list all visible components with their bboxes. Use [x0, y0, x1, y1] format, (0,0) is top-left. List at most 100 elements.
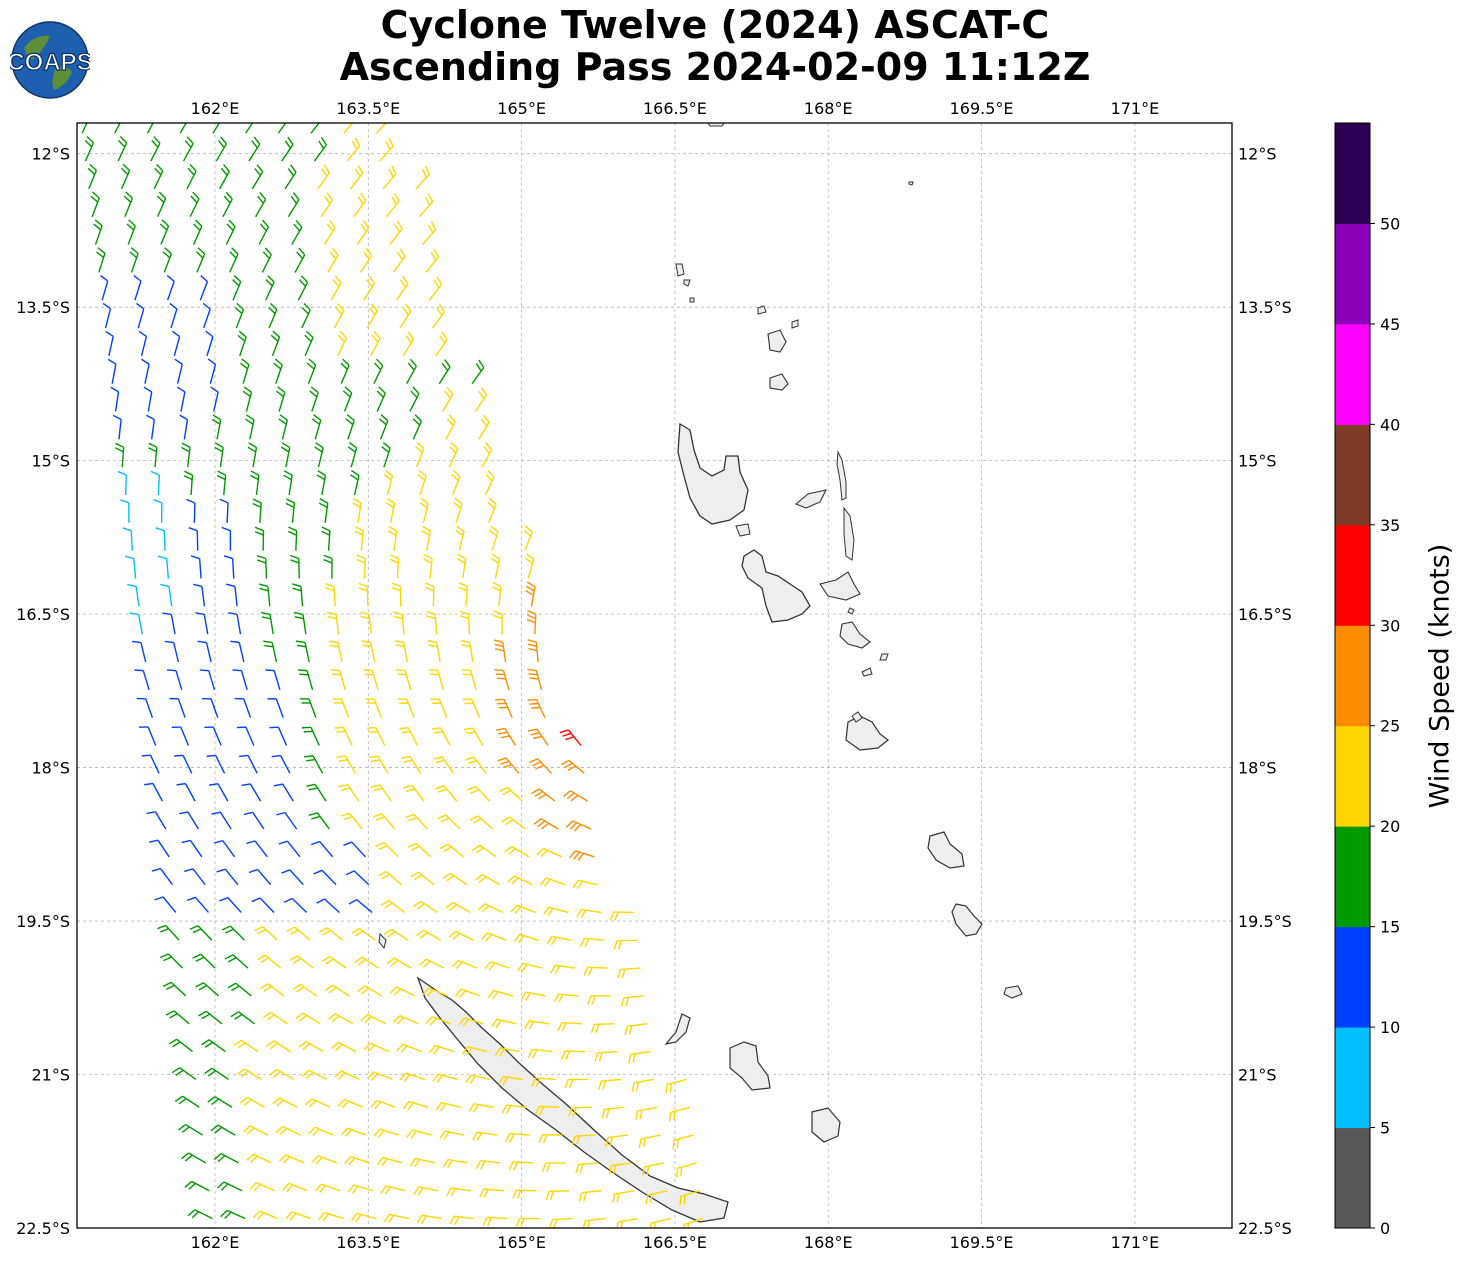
wind-barb — [256, 554, 268, 579]
wind-barb — [360, 1014, 386, 1025]
wind-barb — [416, 1214, 442, 1225]
wind-barb — [81, 123, 88, 134]
wind-barb — [338, 783, 360, 802]
wind-barb — [327, 247, 339, 273]
wind-barb — [154, 896, 177, 913]
wind-barb — [146, 123, 154, 134]
island-espiritu-santo — [677, 422, 749, 525]
colorbar-segment — [1335, 424, 1370, 526]
wind-barb — [213, 1152, 239, 1164]
wind-barb — [515, 1217, 540, 1228]
wind-barb — [211, 414, 222, 440]
wind-barb — [298, 1041, 324, 1053]
lon-tick-label-top: 162°E — [191, 99, 240, 118]
wind-barb — [373, 813, 396, 830]
wind-barb — [305, 1098, 331, 1108]
island-tongoa — [879, 653, 889, 661]
wind-barb — [569, 850, 595, 861]
wind-barb — [150, 136, 161, 162]
wind-barb — [162, 247, 173, 273]
wind-barb — [474, 387, 488, 412]
wind-barb — [292, 983, 318, 997]
wind-barb — [497, 757, 520, 774]
colorbar-segment — [1335, 826, 1370, 928]
wind-barb — [201, 1039, 226, 1053]
wind-barb — [239, 1096, 266, 1108]
wind-barb — [199, 275, 209, 301]
wind-barb — [513, 933, 540, 944]
wind-barb — [375, 123, 387, 134]
wind-barb — [297, 669, 314, 691]
wind-barb — [314, 442, 324, 468]
wind-barb — [465, 1074, 491, 1085]
wind-barb — [461, 669, 477, 691]
island-top-edge — [707, 123, 725, 127]
wind-barb — [345, 870, 370, 886]
wind-barb — [295, 640, 310, 663]
wind-barb — [297, 275, 309, 301]
lat-tick-label-right: 19.5°S — [1238, 912, 1292, 931]
wind-barb — [368, 755, 389, 774]
wind-barb — [171, 726, 190, 746]
wind-barb — [195, 612, 209, 635]
wind-barb — [334, 1070, 360, 1081]
wind-barb — [278, 1154, 305, 1164]
wind-barb — [308, 1126, 334, 1136]
colorbar-tick-label: 20 — [1380, 817, 1400, 836]
wind-barb — [199, 669, 216, 691]
lon-tick-label-bottom: 171°E — [1111, 1233, 1160, 1252]
wind-barb — [178, 1123, 203, 1136]
lat-tick-label-left: 16.5°S — [16, 605, 70, 624]
island-maewo — [836, 450, 847, 501]
wind-barb — [425, 582, 435, 607]
wind-barb — [354, 526, 364, 551]
wind-barb — [419, 958, 445, 969]
wind-barb — [143, 782, 164, 802]
island-tikopia — [908, 181, 914, 186]
colorbar-tick-label: 50 — [1380, 214, 1400, 233]
wind-barb — [192, 219, 203, 245]
wind-barb — [287, 192, 300, 218]
wind-barb — [162, 612, 176, 635]
wind-barb — [490, 553, 501, 579]
title-line-1: Cyclone Twelve (2024) ASCAT-C — [380, 3, 1050, 47]
wind-barb — [583, 966, 608, 976]
wind-barb — [449, 1215, 475, 1226]
wind-barb — [310, 123, 320, 134]
logo-text: COAPS — [10, 49, 90, 76]
wind-barb — [337, 1098, 364, 1109]
wind-barb — [428, 276, 443, 301]
wind-barb — [378, 870, 402, 886]
wind-barb — [258, 219, 270, 245]
wind-barb — [649, 1217, 671, 1228]
wind-barb — [396, 669, 412, 691]
colorbar-segment — [1335, 1127, 1370, 1229]
wind-barb — [243, 1125, 269, 1136]
wind-barb — [333, 303, 345, 329]
wind-barb — [379, 137, 394, 162]
wind-barb — [272, 1097, 298, 1108]
wind-barb — [186, 163, 197, 190]
wind-barb — [246, 840, 268, 858]
wind-barb — [184, 1180, 210, 1192]
wind-barb — [310, 840, 334, 858]
wind-barb — [370, 1099, 396, 1110]
wind-barb — [187, 1209, 213, 1220]
wind-barb — [269, 1068, 295, 1081]
wind-barb — [216, 470, 227, 496]
wind-barb — [539, 877, 566, 887]
wind-barb — [459, 610, 471, 635]
wind-barb — [421, 525, 431, 551]
lon-tick-label-top: 169.5°E — [950, 99, 1014, 118]
wind-barb — [505, 1132, 530, 1143]
wind-barb — [134, 669, 150, 691]
wind-barb — [369, 330, 381, 357]
wind-barb — [366, 726, 386, 746]
wind-barb — [413, 1186, 439, 1196]
title-line-2: Ascending Pass 2024-02-09 11:12Z — [339, 45, 1091, 89]
island-paama — [847, 607, 855, 615]
wind-barb — [579, 937, 605, 948]
wind-barb — [311, 1155, 338, 1165]
lon-tick-label-bottom: 163.5°E — [336, 1233, 400, 1252]
wind-barb — [363, 275, 376, 301]
